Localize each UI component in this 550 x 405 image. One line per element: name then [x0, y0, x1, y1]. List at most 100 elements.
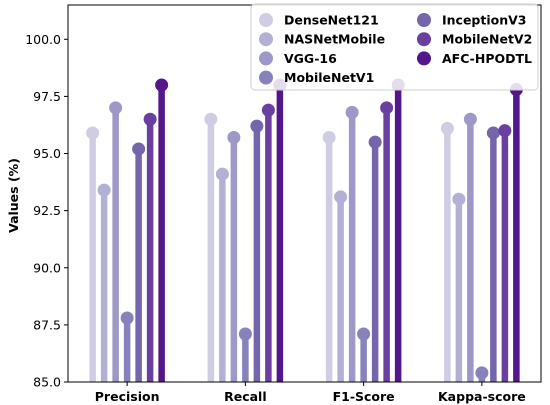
- lollipop-head: [109, 101, 123, 115]
- lollipop-head: [204, 112, 218, 126]
- lollipop-DenseNet121-F1-Score: [322, 131, 336, 382]
- lollipop-VGG-16-F1-Score: [345, 105, 359, 382]
- lollipop-DenseNet121-Kappa-score: [440, 121, 454, 382]
- lollipop-stem: [207, 119, 215, 382]
- lollipop-head: [368, 135, 382, 149]
- lollipop-head: [498, 124, 512, 138]
- lollipop-stem: [360, 334, 367, 382]
- legend: DenseNet121 NASNetMobile VGG-16 MobileNetV1…: [250, 3, 539, 91]
- lollipop-head: [238, 327, 252, 341]
- lollipop-head: [486, 126, 500, 140]
- legend-item: MobileNetV2: [417, 32, 532, 47]
- legend-marker: [417, 13, 431, 27]
- legend-marker: [259, 51, 273, 66]
- lollipop-stem: [490, 132, 497, 382]
- y-axis-title: Values (%): [6, 158, 21, 233]
- y-tick-label: 87.5: [33, 317, 61, 332]
- legend-label: AFC-HPODTL: [442, 51, 532, 66]
- lollipop-stem: [265, 110, 272, 382]
- lollipop-head: [440, 121, 454, 135]
- y-tick-label: 85.0: [33, 375, 61, 390]
- lollipop-stem: [158, 84, 165, 382]
- lollipop-stem: [135, 148, 142, 382]
- legend-item: DenseNet121: [259, 13, 379, 28]
- lollipop-AFC-HPODTL-F1-Score: [391, 78, 405, 382]
- lollipop-stem: [337, 196, 344, 382]
- legend-item: AFC-HPODTL: [417, 51, 532, 66]
- lollipop-MobileNetV2-F1-Score: [380, 101, 394, 383]
- lollipop-head: [380, 101, 394, 115]
- lollipop-MobileNetV1-F1-Score: [357, 327, 371, 382]
- lollipop-stem: [501, 130, 509, 382]
- lollipop-VGG-16-Recall: [227, 131, 241, 382]
- legend-item: MobileNetV1: [259, 70, 374, 85]
- lollipop-AFC-HPODTL-Kappa-score: [509, 83, 523, 382]
- lollipop-head: [86, 126, 100, 140]
- y-tick-label: 90.0: [33, 260, 61, 275]
- lollipop-stem: [467, 119, 474, 382]
- lollipop-stem: [219, 174, 226, 382]
- lollipop-stem: [371, 142, 379, 382]
- lollipop-InceptionV3-F1-Score: [368, 135, 382, 382]
- lollipop-stem: [276, 84, 284, 382]
- lollipop-head: [120, 311, 134, 325]
- lollipop-head: [322, 131, 336, 145]
- y-tick-label: 95.0: [33, 146, 61, 161]
- lollipop-MobileNetV1-Recall: [238, 327, 252, 382]
- legend-marker: [259, 13, 273, 27]
- y-tick-label: 92.5: [33, 203, 61, 218]
- lollipop-stem: [455, 199, 463, 382]
- lollipop-head: [261, 103, 275, 117]
- legend-marker: [417, 51, 431, 66]
- lollipop-head: [475, 366, 489, 380]
- lollipop-NASNetMobile-Precision: [97, 183, 111, 382]
- lollipop-MobileNetV2-Kappa-score: [498, 124, 512, 382]
- lollipop-NASNetMobile-F1-Score: [334, 190, 348, 382]
- lollipop-stem: [383, 107, 390, 383]
- x-tick-label: Kappa-score: [438, 389, 526, 404]
- lollipop-MobileNetV2-Precision: [143, 112, 157, 382]
- lollipop-stem: [112, 107, 119, 383]
- lollipop-head: [345, 105, 359, 119]
- lollipop-DenseNet121-Precision: [86, 126, 100, 382]
- legend-label: MobileNetV1: [284, 70, 374, 85]
- lollipop-stem: [146, 119, 154, 382]
- lollipop-stem: [394, 84, 402, 382]
- lollipop-head: [463, 112, 477, 126]
- lollipop-stem: [230, 137, 238, 382]
- legend-label: MobileNetV2: [442, 32, 532, 47]
- lollipop-VGG-16-Kappa-score: [463, 112, 477, 382]
- lollipop-head: [215, 167, 229, 181]
- lollipop-head: [132, 142, 146, 156]
- lollipop-stem: [513, 89, 520, 382]
- x-tick-label: F1-Score: [333, 389, 395, 404]
- legend-box: [250, 3, 539, 91]
- legend-label: NASNetMobile: [284, 32, 385, 47]
- lollipop-head: [97, 183, 111, 197]
- lollipop-head: [452, 192, 466, 206]
- lollipop-stem: [253, 126, 261, 382]
- legend-item: InceptionV3: [417, 13, 527, 28]
- legend-marker: [259, 32, 273, 47]
- lollipop-DenseNet121-Recall: [204, 112, 218, 382]
- legend-marker: [259, 70, 273, 85]
- lollipop-head: [334, 190, 348, 204]
- lollipop-VGG-16-Precision: [109, 101, 123, 383]
- lollipop-MobileNetV1-Kappa-score: [475, 366, 489, 382]
- lollipop-AFC-HPODTL-Recall: [273, 78, 287, 382]
- lollipop-InceptionV3-Precision: [132, 142, 146, 382]
- lollipop-AFC-HPODTL-Precision: [155, 78, 169, 382]
- lollipop-head: [155, 78, 169, 92]
- lollipop-stem: [100, 190, 108, 382]
- legend-marker: [417, 32, 431, 47]
- lollipop-head: [250, 119, 264, 133]
- lollipop-head: [143, 112, 157, 126]
- lollipop-NASNetMobile-Kappa-score: [452, 192, 466, 382]
- y-tick-label: 100.0: [25, 32, 61, 47]
- lollipop-stem: [89, 132, 96, 382]
- lollipop-stem: [242, 334, 249, 382]
- legend-label: InceptionV3: [442, 13, 527, 28]
- lollipop-InceptionV3-Kappa-score: [486, 126, 500, 382]
- lollipop-head: [357, 327, 371, 341]
- lollipop-stem: [348, 112, 356, 382]
